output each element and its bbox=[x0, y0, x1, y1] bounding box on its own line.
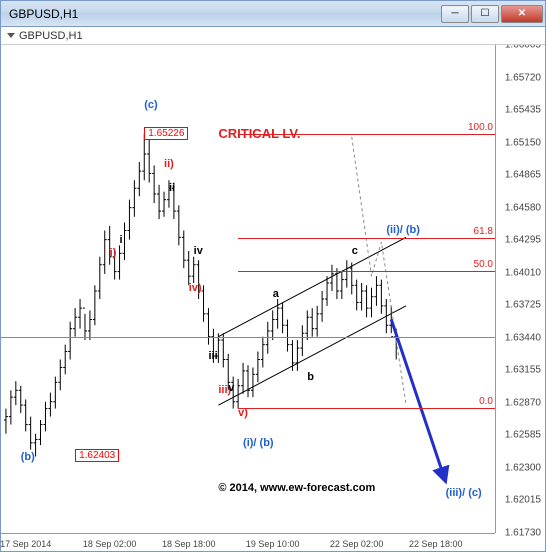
wave-label: i bbox=[120, 234, 123, 246]
y-tick: 1.63440 bbox=[505, 332, 541, 343]
fib-line bbox=[238, 271, 495, 272]
y-tick: 1.66005 bbox=[505, 45, 541, 51]
copyright-text: © 2014, www.ew-forecast.com bbox=[218, 482, 375, 494]
y-tick: 1.63725 bbox=[505, 300, 541, 311]
y-axis: 1.66005 1.65720 1.65435 1.65150 1.64865 1.645… bbox=[495, 45, 545, 533]
wave-label: ii) bbox=[164, 158, 174, 170]
y-tick: 1.62300 bbox=[505, 462, 541, 473]
y-tick: 1.61730 bbox=[505, 528, 541, 539]
chart-area[interactable]: 1.63446100.061.850.00.01.652261.62403CRI… bbox=[1, 45, 545, 551]
x-tick: 18 Sep 18:00 bbox=[162, 539, 216, 549]
wave-label: v) bbox=[238, 407, 248, 419]
wave-label: iv) bbox=[189, 282, 202, 294]
wave-label: (ii)/ (b) bbox=[386, 224, 420, 236]
wave-label: i) bbox=[110, 247, 117, 259]
titlebar: GBPUSD,H1 ─ ☐ ✕ bbox=[1, 1, 545, 27]
y-tick: 1.65720 bbox=[505, 72, 541, 83]
x-tick: 19 Sep 10:00 bbox=[246, 539, 300, 549]
wave-label: v bbox=[228, 382, 234, 394]
y-tick: 1.62015 bbox=[505, 495, 541, 506]
y-tick: 1.62585 bbox=[505, 430, 541, 441]
dropdown-icon[interactable] bbox=[7, 33, 15, 38]
current-price-line bbox=[1, 337, 495, 338]
chart-header: GBPUSD,H1 bbox=[1, 27, 545, 45]
y-tick: 1.64865 bbox=[505, 170, 541, 181]
fib-label: 50.0 bbox=[474, 259, 493, 270]
x-tick: 22 Sep 02:00 bbox=[330, 539, 384, 549]
x-tick: 17 Sep 2014 bbox=[1, 539, 51, 549]
y-tick: 1.64580 bbox=[505, 202, 541, 213]
window-controls: ─ ☐ ✕ bbox=[441, 5, 543, 23]
y-tick: 1.62870 bbox=[505, 397, 541, 408]
close-button[interactable]: ✕ bbox=[501, 5, 543, 23]
wave-label: (c) bbox=[144, 99, 157, 111]
wave-label: a bbox=[273, 288, 279, 300]
plot-region[interactable]: 1.63446100.061.850.00.01.652261.62403CRI… bbox=[1, 45, 495, 533]
y-tick: 1.64010 bbox=[505, 267, 541, 278]
wave-label: ii bbox=[169, 182, 175, 194]
x-axis: 17 Sep 2014 18 Sep 02:00 18 Sep 18:00 19 Se… bbox=[1, 533, 495, 551]
fib-label: 100.0 bbox=[468, 122, 493, 133]
fib-label: 61.8 bbox=[474, 226, 493, 237]
fib-label: 0.0 bbox=[479, 396, 493, 407]
wave-label: c bbox=[352, 245, 358, 257]
y-tick: 1.65435 bbox=[505, 105, 541, 116]
x-tick: 22 Sep 18:00 bbox=[409, 539, 463, 549]
price-annotation: 1.65226 bbox=[144, 127, 188, 140]
x-tick: 18 Sep 02:00 bbox=[83, 539, 137, 549]
fib-line bbox=[238, 408, 495, 409]
wave-label: b bbox=[307, 371, 314, 383]
y-tick: 1.65150 bbox=[505, 137, 541, 148]
wave-label: (b) bbox=[21, 451, 35, 463]
symbol-label: GBPUSD,H1 bbox=[19, 30, 83, 42]
wave-label: (iii)/ (c) bbox=[446, 487, 482, 499]
critical-level-label: CRITICAL LV. bbox=[218, 126, 300, 141]
window-title: GBPUSD,H1 bbox=[9, 7, 441, 21]
price-annotation: 1.62403 bbox=[75, 449, 119, 462]
y-tick: 1.64295 bbox=[505, 235, 541, 246]
wave-label: (i)/ (b) bbox=[243, 437, 274, 449]
wave-label: iv bbox=[194, 245, 203, 257]
minimize-button[interactable]: ─ bbox=[441, 5, 469, 23]
maximize-button[interactable]: ☐ bbox=[471, 5, 499, 23]
fib-line bbox=[238, 238, 495, 239]
y-tick: 1.63155 bbox=[505, 365, 541, 376]
chart-window: GBPUSD,H1 ─ ☐ ✕ GBPUSD,H1 1.63446100.061… bbox=[0, 0, 546, 552]
wave-label: iii bbox=[208, 350, 217, 362]
